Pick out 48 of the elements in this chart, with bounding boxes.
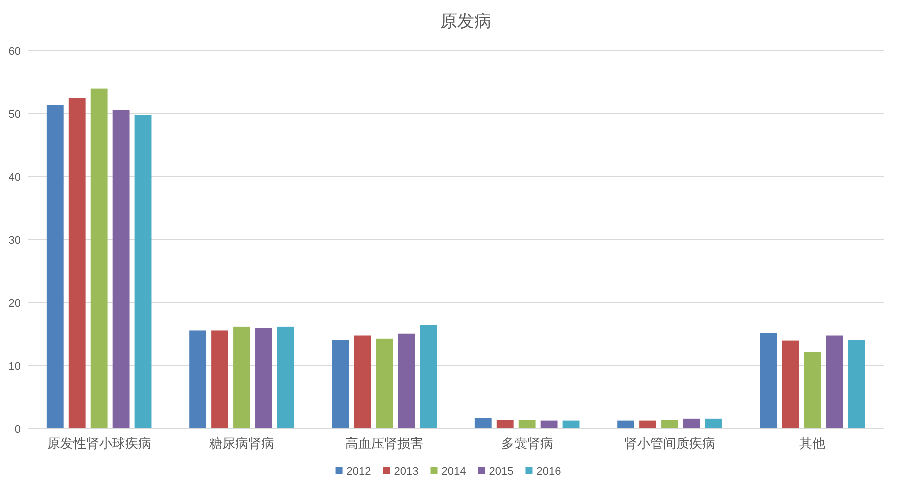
bar	[134, 115, 152, 429]
y-tick-label: 0	[14, 424, 21, 436]
bar	[190, 330, 207, 429]
y-tick-label: 20	[8, 298, 21, 310]
bar	[90, 88, 108, 429]
y-tick-label: 40	[8, 172, 21, 184]
bar	[277, 326, 294, 429]
bar	[212, 330, 228, 429]
bar	[760, 333, 778, 429]
x-tick-label: 高血压肾损害	[346, 436, 424, 451]
x-tick-label: 其他	[800, 436, 826, 451]
bar	[684, 418, 700, 429]
x-tick-label: 原发性肾小球疾病	[47, 436, 152, 451]
bar	[398, 334, 416, 429]
bar	[68, 98, 86, 429]
legend-label: 2013	[394, 466, 419, 478]
bar	[518, 420, 536, 429]
bar	[474, 418, 492, 429]
legend-label: 2016	[536, 466, 562, 478]
bar	[420, 325, 438, 429]
bar	[332, 340, 350, 429]
bar	[705, 418, 722, 429]
bar	[848, 340, 866, 429]
y-tick-label: 10	[8, 361, 21, 373]
legend-label: 2014	[442, 466, 466, 478]
x-tick-label: 多囊肾病	[501, 436, 554, 451]
x-tick-label: 糖尿病肾病	[210, 436, 274, 451]
bar	[782, 340, 800, 429]
bar	[540, 420, 558, 429]
bar	[826, 336, 844, 429]
x-tick-label: 肾小管间质疾病	[624, 436, 716, 451]
bar	[804, 352, 822, 429]
bar	[354, 336, 372, 429]
bar	[376, 338, 394, 429]
y-tick-label: 30	[8, 235, 21, 247]
y-tick-label: 50	[8, 109, 21, 121]
bar	[234, 326, 250, 429]
chart-title: 原发病	[440, 12, 492, 31]
bar	[46, 105, 64, 429]
legend-label: 2015	[489, 466, 514, 478]
bar	[112, 110, 130, 429]
bar	[496, 420, 514, 429]
bar	[618, 420, 635, 429]
bar	[256, 328, 272, 429]
bar	[640, 420, 656, 429]
y-tick-label: 60	[8, 46, 21, 58]
legend-label: 2012	[346, 466, 372, 478]
bar	[662, 420, 678, 429]
